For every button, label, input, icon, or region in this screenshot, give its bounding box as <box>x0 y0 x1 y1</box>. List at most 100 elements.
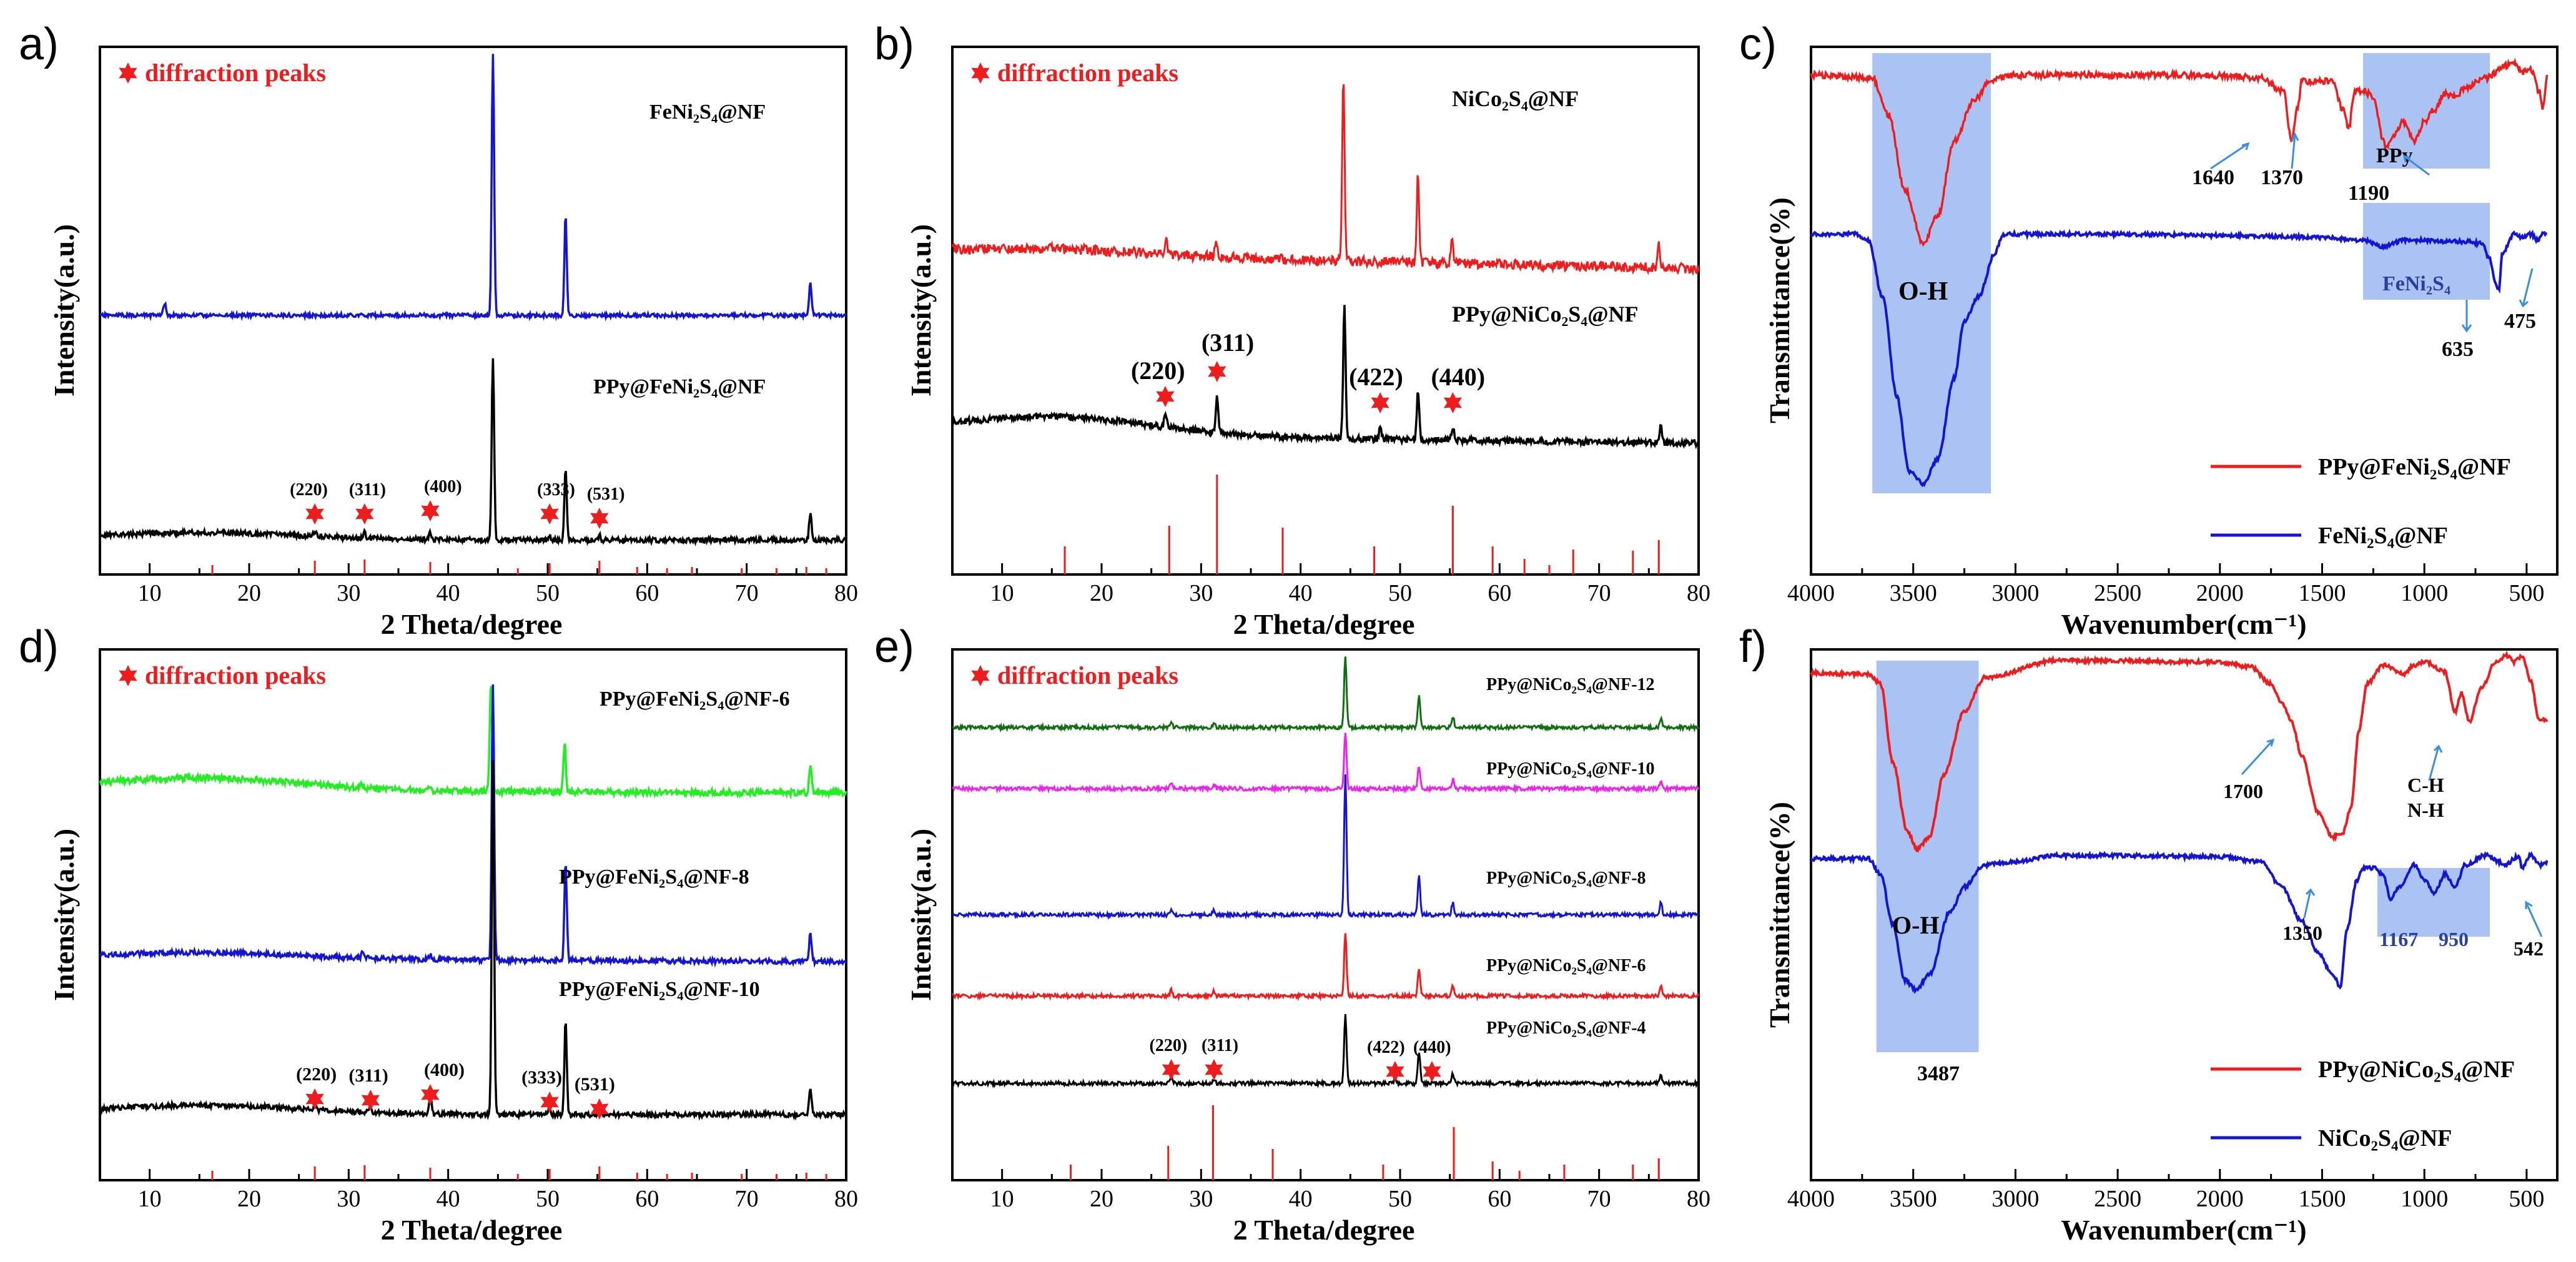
peak-marker <box>355 503 374 525</box>
panel-letter: e) <box>874 622 914 672</box>
panel-a: a) 10 20 30 40 50 60 70 80 diffraction peaks Fe… <box>19 19 858 640</box>
x-tick-label: 30 <box>337 580 360 606</box>
band-annotation: 1640 <box>2192 166 2234 189</box>
x-axis-ticks: 10 20 30 40 50 60 70 80 <box>99 1169 858 1212</box>
series-line <box>99 686 847 800</box>
band-annotation: 475 <box>2504 310 2536 333</box>
peak-markers: (220) (311) (422) (440) <box>1131 328 1485 413</box>
x-tick-label: 30 <box>1189 1186 1213 1212</box>
x-axis-ticks: 10 20 30 40 50 60 70 80 <box>951 563 1710 606</box>
legend-label: diffraction peaks <box>997 59 1178 87</box>
x-axis-ticks: 10 20 30 40 50 60 70 80 <box>951 1169 1710 1212</box>
peak-label: (311) <box>349 480 386 500</box>
band-annotation: 542 <box>2514 937 2544 960</box>
peak-label: (220) <box>1131 357 1185 385</box>
plot-frame <box>1810 46 2559 576</box>
plot-area: 10 20 30 40 50 60 70 80 diffraction peaks NiCo₂… <box>951 46 1710 606</box>
panel-d: d) 10 20 30 40 50 60 70 80 diffraction peaks PP… <box>19 622 858 1246</box>
reference-lines <box>211 560 827 574</box>
series-line <box>99 54 847 322</box>
peak-label: (311) <box>348 1065 388 1086</box>
trace-label: PPy@FeNi₂S₄@NF-6 <box>600 688 790 711</box>
panel-letter: f) <box>1739 622 1767 672</box>
x-tick-label: 3500 <box>1890 580 1937 606</box>
peak-marker <box>1156 386 1175 407</box>
x-tick-label: 3500 <box>1890 1186 1937 1212</box>
legend-marker <box>971 62 990 84</box>
band-annotation: 3487 <box>1917 1062 1960 1085</box>
y-axis-title: Intensity(a.u.) <box>905 224 937 397</box>
peak-label: (400) <box>424 1060 465 1080</box>
peak-marker <box>1205 1059 1223 1080</box>
plot-area: 10 20 30 40 50 60 70 80 diffraction peaks PPy@F… <box>99 648 858 1212</box>
x-tick-label: 40 <box>1289 1186 1313 1212</box>
panel-e: e) 10 20 30 40 50 60 70 80 diffraction peaks PP… <box>874 622 1710 1246</box>
x-tick-label: 70 <box>735 580 759 606</box>
plot-frame <box>99 648 847 1181</box>
x-tick-label: 30 <box>1189 580 1213 606</box>
series-line <box>99 684 847 969</box>
x-tick-label: 4000 <box>1787 580 1835 606</box>
peak-label: (400) <box>424 477 462 496</box>
peak-marker <box>1371 392 1389 413</box>
series-line <box>951 305 1700 450</box>
x-tick-label: 40 <box>437 1186 460 1212</box>
peak-marker <box>421 500 440 521</box>
x-tick-label: 500 <box>2509 1186 2544 1212</box>
series-line <box>99 760 847 1122</box>
x-tick-label: 50 <box>1388 580 1412 606</box>
y-axis-title: Transmittance(%) <box>1764 197 1795 423</box>
series-line <box>952 774 1700 920</box>
x-axis-title: 2 Theta/degree <box>381 608 563 640</box>
peak-markers: (220) (311) (400) (333) (531) <box>290 477 625 529</box>
x-axis-title: 2 Theta/degree <box>1233 1214 1415 1246</box>
legend-label: diffraction peaks <box>145 661 326 689</box>
panel-letter: b) <box>874 19 914 69</box>
peak-label: (440) <box>1413 1038 1451 1057</box>
plot-frame <box>951 46 1700 576</box>
reference-lines <box>1063 475 1660 574</box>
peak-marker <box>1386 1061 1404 1082</box>
peak-marker <box>421 1084 440 1105</box>
highlight-region <box>2377 868 2490 937</box>
trace-label: PPy@FeNi₂S₄@NF-10 <box>559 978 760 1001</box>
y-axis-title: Intensity(a.u.) <box>905 829 937 1001</box>
x-tick-label: 10 <box>138 1186 162 1212</box>
legend-entry: NiCo₂S₄@NF <box>2318 1125 2452 1151</box>
trace-label: PPy@FeNi₂S₄@NF-8 <box>559 865 749 889</box>
band-annotation: 950 <box>2439 928 2469 950</box>
x-axis-title: Wavenumber(cm⁻¹) <box>2061 608 2306 640</box>
x-tick-label: 20 <box>1090 1186 1113 1212</box>
legend-marker <box>119 62 137 84</box>
panel-f: f) 4000 3500 3000 2500 2000 1500 1000 500 1700 … <box>1739 622 2559 1246</box>
panel-letter: c) <box>1739 19 1777 69</box>
y-axis-title: Transmittance(%) <box>1764 802 1795 1028</box>
peak-label: (311) <box>1202 1036 1238 1055</box>
series-line <box>952 656 1700 733</box>
peak-marker <box>590 508 609 529</box>
x-tick-label: 40 <box>1289 580 1313 606</box>
trace-label: PPy@NiCo₂S₄@NF <box>1452 302 1639 327</box>
x-tick-label: 80 <box>1687 1186 1710 1212</box>
x-tick-label: 20 <box>1090 580 1113 606</box>
x-tick-label: 50 <box>536 1186 560 1212</box>
band-annotation: FeNi₂S₄ <box>2382 272 2450 295</box>
band-annotation: C-H <box>2407 774 2444 796</box>
band-annotation: 635 <box>2442 338 2474 361</box>
series-line <box>99 358 847 547</box>
y-axis-title: Intensity(a.u.) <box>48 224 80 397</box>
x-tick-label: 2000 <box>2196 1186 2244 1212</box>
x-tick-label: 1000 <box>2401 580 2448 606</box>
peak-label: (531) <box>575 1074 615 1095</box>
panel-letter: d) <box>19 622 59 672</box>
band-annotation: PPy <box>2376 144 2413 167</box>
band-annotation: O-H <box>1892 911 1940 939</box>
x-tick-label: 2500 <box>2094 580 2141 606</box>
peak-markers: (220) (311) (400) (333) (531) <box>296 1060 615 1120</box>
peak-marker <box>361 1090 380 1111</box>
trace-label: PPy@NiCo₂S₄@NF-10 <box>1486 759 1655 779</box>
x-tick-label: 20 <box>237 1186 261 1212</box>
legend-entry: PPy@NiCo₂S₄@NF <box>2318 1057 2515 1083</box>
peak-markers: (220) (311) (422) (440) <box>1150 1036 1451 1082</box>
x-tick-label: 3000 <box>1991 580 2039 606</box>
